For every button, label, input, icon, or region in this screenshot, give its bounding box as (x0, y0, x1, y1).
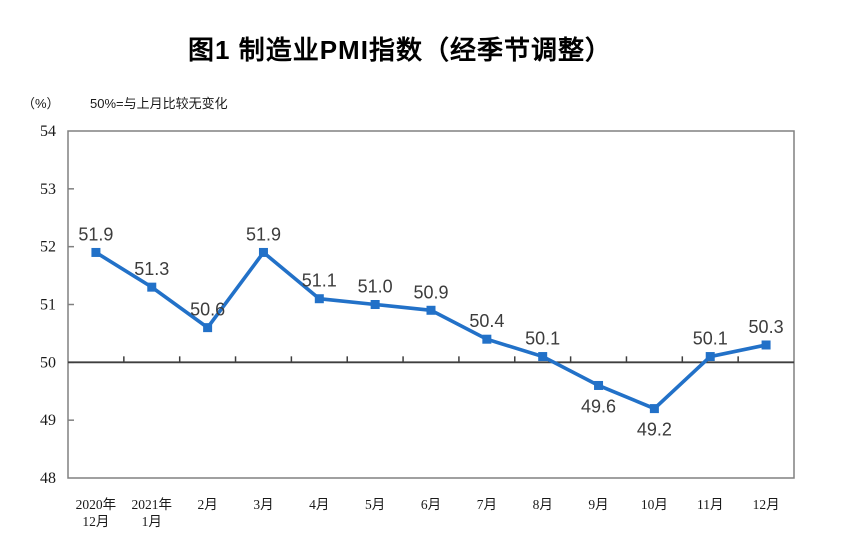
x-axis-label: 4月 (309, 497, 329, 512)
data-point-label: 50.6 (190, 300, 225, 320)
data-point-marker (147, 282, 157, 292)
x-axis-label: 12月 (82, 514, 109, 529)
x-axis-label: 6月 (421, 497, 441, 512)
y-axis-tick-label: 54 (40, 123, 56, 140)
x-axis-label: 9月 (588, 497, 608, 512)
data-point-label: 51.9 (246, 224, 281, 244)
data-point-marker (594, 380, 604, 390)
data-point-marker (314, 294, 324, 304)
data-point-label: 50.4 (469, 311, 504, 331)
data-point-marker (91, 247, 101, 257)
x-axis-label: 1月 (142, 514, 162, 529)
data-point-label: 50.3 (749, 317, 784, 337)
y-axis-unit-label: （%） (22, 96, 60, 111)
data-point-label: 51.0 (358, 277, 393, 297)
x-axis-label: 7月 (477, 497, 497, 512)
data-point-marker (482, 334, 492, 344)
data-point-marker (649, 404, 659, 414)
data-point-marker (538, 352, 548, 362)
x-axis-label: 12月 (753, 497, 780, 512)
data-point-label: 51.1 (302, 271, 337, 291)
chart-title: 图1 制造业PMI指数（经季节调整） (188, 35, 612, 65)
reference-line-note: 50%=与上月比较无变化 (90, 96, 228, 111)
y-axis-tick-label: 48 (40, 470, 56, 487)
data-point-marker (426, 305, 436, 315)
pmi-series-line (94, 249, 767, 411)
data-point-marker (203, 323, 213, 333)
y-axis-tick-label: 49 (40, 412, 56, 429)
x-axis-label: 11月 (697, 497, 724, 512)
x-axis-label: 2021年 (132, 497, 173, 512)
x-axis-label: 8月 (533, 497, 553, 512)
data-point-label: 49.2 (637, 420, 672, 440)
data-point-label: 50.9 (413, 282, 448, 302)
data-point-label: 50.1 (693, 329, 728, 349)
y-axis-tick-label: 53 (40, 181, 56, 198)
y-axis-tick-label: 51 (40, 297, 56, 314)
data-point-marker (258, 247, 268, 257)
x-axis-label: 10月 (641, 497, 668, 512)
data-point-label: 50.1 (525, 329, 560, 349)
x-axis-label: 2月 (197, 497, 217, 512)
y-axis-tick-label: 50 (40, 354, 56, 371)
x-axis-label: 3月 (253, 497, 273, 512)
x-axis-label: 2020年 (76, 497, 117, 512)
data-point-label: 51.9 (78, 224, 113, 244)
data-point-label: 51.3 (134, 259, 169, 279)
y-axis-tick-label: 52 (40, 239, 56, 256)
data-point-marker (761, 340, 771, 350)
x-axis-label: 5月 (365, 497, 385, 512)
data-point-label: 49.6 (581, 396, 616, 416)
data-point-marker (705, 352, 715, 362)
data-point-marker (370, 300, 380, 309)
